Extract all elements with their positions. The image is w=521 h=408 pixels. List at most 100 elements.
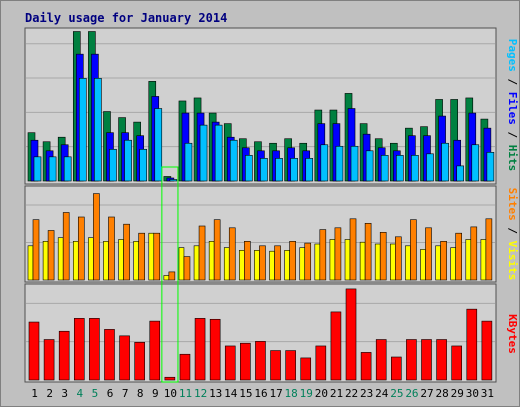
bar-visits-day-30 xyxy=(465,239,472,281)
bar-pages-day-23 xyxy=(365,150,374,182)
bar-visits-day-22 xyxy=(344,239,351,281)
bar-pages-day-13 xyxy=(214,124,223,182)
bar-visits-day-26 xyxy=(405,245,411,281)
bar-pages-day-14 xyxy=(229,139,238,182)
x-tick-label-day-11: 11 xyxy=(179,387,192,400)
x-tick-label-day-28: 28 xyxy=(436,387,449,400)
bar-visits-day-10 xyxy=(163,275,170,281)
panel-label-0: Pages / Files / Hits xyxy=(506,39,519,172)
x-tick-label-day-31: 31 xyxy=(481,387,494,400)
panel-label-part: Hits xyxy=(506,145,519,172)
bar-kbytes-day-12 xyxy=(194,318,206,381)
bar-pages-day-7 xyxy=(124,139,132,182)
panel-label-separator: / xyxy=(506,72,519,92)
x-tick-label-day-4: 4 xyxy=(77,387,84,400)
bar-pages-day-29 xyxy=(456,165,464,182)
bar-pages-day-12 xyxy=(199,124,208,182)
bar-sites-day-29 xyxy=(455,232,462,281)
x-tick-label-day-22: 22 xyxy=(345,387,358,400)
x-tick-label-day-12: 12 xyxy=(194,387,207,400)
bar-sites-day-1 xyxy=(32,219,40,281)
bar-kbytes-day-6 xyxy=(104,329,115,381)
bar-sites-day-25 xyxy=(395,236,402,281)
x-tick-label-day-1: 1 xyxy=(31,387,38,400)
bar-kbytes-day-31 xyxy=(481,320,493,381)
bar-pages-day-2 xyxy=(48,156,57,182)
x-tick-label-day-3: 3 xyxy=(61,387,68,400)
bar-kbytes-day-29 xyxy=(451,345,462,381)
x-tick-label-day-23: 23 xyxy=(360,387,373,400)
bar-sites-day-19 xyxy=(304,242,312,281)
bar-sites-day-5 xyxy=(93,193,100,281)
x-tick-label-day-20: 20 xyxy=(315,387,328,400)
bar-pages-day-18 xyxy=(290,158,298,182)
bar-kbytes-day-11 xyxy=(179,353,191,381)
bar-visits-day-19 xyxy=(299,247,306,281)
bar-pages-day-4 xyxy=(78,78,87,182)
bar-kbytes-day-20 xyxy=(315,345,327,381)
bar-sites-day-13 xyxy=(213,219,221,281)
bar-visits-day-17 xyxy=(269,250,275,281)
panel-side-labels: Pages / Files / Hits Sites / Visits KBytes xyxy=(506,39,519,354)
bar-pages-day-30 xyxy=(471,144,480,182)
x-tick-label-day-14: 14 xyxy=(224,387,238,400)
bar-sites-day-18 xyxy=(289,241,296,281)
bar-sites-day-17 xyxy=(274,245,281,281)
x-tick-label-day-29: 29 xyxy=(451,387,464,400)
bar-visits-day-23 xyxy=(359,241,366,281)
bar-kbytes-day-21 xyxy=(330,311,342,381)
bar-pages-day-22 xyxy=(350,145,359,182)
bar-kbytes-day-2 xyxy=(43,339,55,381)
bar-kbytes-day-13 xyxy=(209,318,221,381)
bar-kbytes-day-28 xyxy=(436,339,447,381)
bar-visits-day-25 xyxy=(390,243,396,281)
bar-visits-day-27 xyxy=(420,249,426,281)
bar-sites-day-4 xyxy=(77,216,85,281)
bar-sites-day-9 xyxy=(153,232,161,281)
bar-pages-day-20 xyxy=(320,144,329,182)
bar-sites-day-15 xyxy=(244,241,251,281)
panel-label-part: KBytes xyxy=(506,314,519,354)
bar-visits-day-5 xyxy=(88,237,94,281)
chart-title: Daily usage for January 2014 xyxy=(25,11,227,25)
bar-kbytes-day-23 xyxy=(360,352,372,381)
bar-pages-day-5 xyxy=(94,78,102,182)
bar-visits-day-20 xyxy=(314,243,321,281)
panel-label-separator: / xyxy=(506,221,519,241)
bar-kbytes-day-17 xyxy=(270,350,281,381)
bar-pages-day-27 xyxy=(426,153,434,182)
bar-pages-day-9 xyxy=(154,108,163,182)
bar-pages-day-8 xyxy=(139,148,147,182)
bar-visits-day-12 xyxy=(193,245,200,281)
bar-visits-day-31 xyxy=(480,239,487,281)
bar-kbytes-day-15 xyxy=(240,342,251,381)
bar-pages-day-16 xyxy=(260,158,268,182)
bar-visits-day-29 xyxy=(450,247,456,281)
bar-sites-day-21 xyxy=(334,227,342,281)
x-tick-label-day-18: 18 xyxy=(285,387,298,400)
x-tick-label-day-25: 25 xyxy=(390,387,403,400)
bar-pages-day-3 xyxy=(63,156,72,182)
bar-sites-day-16 xyxy=(259,245,266,281)
bar-sites-day-26 xyxy=(410,219,417,281)
bar-pages-day-19 xyxy=(305,158,314,182)
panel-label-part: Pages xyxy=(506,39,519,72)
x-tick-label-day-24: 24 xyxy=(375,387,389,400)
bar-kbytes-day-8 xyxy=(134,341,145,381)
bar-visits-day-9 xyxy=(148,232,155,281)
bar-sites-day-28 xyxy=(440,241,447,281)
bar-sites-day-10 xyxy=(168,271,176,281)
bar-pages-day-28 xyxy=(441,142,449,182)
bar-visits-day-7 xyxy=(118,239,124,281)
bar-visits-day-14 xyxy=(223,247,230,281)
bar-visits-day-11 xyxy=(178,247,185,281)
bar-sites-day-6 xyxy=(108,216,115,281)
bar-sites-day-12 xyxy=(198,225,206,281)
x-tick-label-day-8: 8 xyxy=(137,387,144,400)
bar-kbytes-day-14 xyxy=(224,345,236,381)
x-tick-label-day-9: 9 xyxy=(152,387,159,400)
bar-sites-day-23 xyxy=(364,223,372,281)
bar-visits-day-15 xyxy=(239,250,245,281)
bar-sites-day-3 xyxy=(62,212,70,281)
